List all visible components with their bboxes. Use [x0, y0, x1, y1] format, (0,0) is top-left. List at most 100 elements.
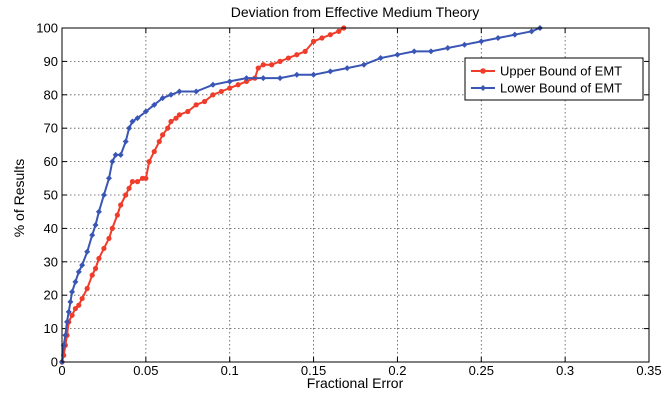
data-point [134, 179, 141, 185]
data-point [151, 101, 158, 108]
x-tick-label: 0 [58, 363, 65, 378]
x-tick-label: 0.2 [388, 363, 406, 378]
data-point [193, 102, 199, 108]
data-point [193, 88, 200, 95]
data-point [394, 51, 401, 58]
data-point [114, 212, 120, 218]
data-point [277, 58, 283, 64]
data-point [427, 48, 434, 55]
data-point [126, 185, 132, 191]
data-point [269, 62, 275, 68]
data-point [134, 115, 141, 122]
chart-title: Deviation from Effective Medium Theory [231, 4, 479, 20]
data-point [156, 138, 162, 145]
data-point [109, 158, 116, 165]
data-point [176, 88, 183, 95]
x-axis-label: Fractional Error [307, 375, 404, 391]
data-point [294, 52, 300, 58]
data-point [92, 222, 99, 229]
data-point [159, 95, 166, 102]
x-tick-label: 0.25 [469, 363, 494, 378]
x-tick-label: 0.3 [556, 363, 574, 378]
series-2 [59, 25, 543, 365]
data-point [327, 32, 333, 38]
data-point [319, 35, 325, 41]
data-point [72, 305, 79, 312]
data-point [126, 125, 133, 132]
legend-swatch-marker [480, 68, 486, 74]
data-point [146, 159, 152, 165]
data-point [444, 45, 451, 52]
data-point [79, 295, 85, 302]
data-point [528, 28, 535, 35]
data-point [411, 48, 418, 55]
data-point [109, 225, 115, 231]
data-point [72, 278, 79, 285]
y-tick-label: 30 [44, 254, 58, 269]
data-point [75, 268, 82, 275]
y-tick-label: 100 [36, 21, 58, 36]
data-point [106, 235, 112, 242]
data-point [327, 68, 334, 75]
data-point [260, 75, 267, 82]
data-point [95, 208, 102, 215]
data-point [209, 81, 216, 88]
series-1 [59, 25, 347, 365]
x-tick-label: 0.05 [133, 363, 158, 378]
legend-label: Upper Bound of EMT [500, 64, 622, 79]
data-point [235, 82, 241, 88]
data-point [67, 298, 74, 305]
x-tick-label: 0.15 [301, 363, 326, 378]
data-point [129, 118, 136, 125]
data-point [118, 202, 124, 208]
y-tick-label: 40 [44, 221, 58, 236]
data-point [96, 255, 102, 262]
data-point [69, 288, 76, 295]
data-point [293, 71, 300, 78]
legend-box [464, 57, 644, 101]
tick-labels: 0 0.05 0.1 0.15 0.2 0.25 0.3 0.35 0 10 20 30 40 50 60 7… [36, 21, 661, 379]
data-point [151, 148, 157, 155]
legend-label: Lower Bound of EMT [500, 81, 622, 96]
data-point [176, 112, 182, 118]
data-point [112, 151, 119, 158]
data-point [218, 88, 224, 95]
x-tick-label: 0.35 [636, 363, 661, 378]
legend-swatch-marker [480, 85, 486, 91]
y-tick-label: 90 [44, 54, 58, 69]
data-point [168, 118, 174, 125]
data-point [495, 35, 502, 42]
data-point [84, 285, 90, 292]
y-tick-label: 80 [44, 87, 58, 102]
data-point [210, 92, 216, 98]
data-point [65, 308, 72, 315]
data-point [101, 245, 107, 252]
y-axis-label: % of Results [11, 159, 27, 238]
y-tick-label: 10 [44, 321, 58, 336]
data-point [227, 85, 233, 91]
data-point [310, 38, 317, 44]
data-point [478, 38, 485, 45]
y-tick-label: 0 [51, 355, 58, 370]
data-point [511, 31, 518, 38]
plot-frame [61, 27, 650, 363]
data-point [168, 91, 175, 98]
data-point [226, 78, 233, 85]
data-point [84, 248, 91, 255]
data-point [105, 175, 112, 182]
data-point [100, 192, 107, 198]
data-point [122, 138, 129, 145]
data-point [69, 312, 75, 318]
data-point [142, 108, 149, 115]
data-point [360, 61, 367, 68]
data-point [255, 65, 261, 71]
data-point [160, 132, 166, 138]
x-tick-label: 0.1 [221, 363, 239, 378]
data-point [201, 98, 208, 105]
data-point [302, 48, 308, 54]
data-point [336, 28, 342, 34]
data-point [62, 332, 69, 339]
data-point [377, 55, 384, 62]
